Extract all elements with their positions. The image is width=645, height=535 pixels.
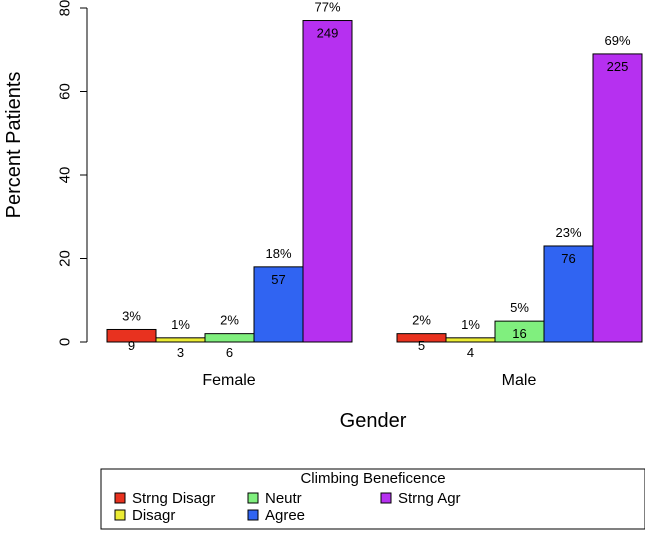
legend-swatch <box>380 492 392 504</box>
y-axis: 0 20 40 60 80 <box>56 0 88 346</box>
legend-label: Strng Disagr <box>132 490 215 507</box>
bar-count-label: 5 <box>418 338 425 353</box>
bar-percent-label: 1% <box>171 317 190 332</box>
bar-percent-label: 5% <box>510 300 529 315</box>
bar-agree-male <box>543 245 594 343</box>
bar-percent-label: 23% <box>555 225 581 240</box>
bar-disagr-female <box>155 337 206 343</box>
bar-percent-label: 2% <box>220 313 239 328</box>
legend-label: Agree <box>265 507 305 524</box>
bars <box>106 20 643 343</box>
bar-count-label: 6 <box>226 345 233 360</box>
bar-percent-label: 69% <box>604 33 630 48</box>
bar-percent-label: 2% <box>412 313 431 328</box>
bar-count-label: 4 <box>467 345 474 360</box>
bar-count-label: 76 <box>561 251 575 266</box>
bar-strng-disagr-female <box>106 328 157 343</box>
bar-count-label: 57 <box>271 272 285 287</box>
bar-agree-female <box>253 266 304 343</box>
y-tick-label: 40 <box>56 167 73 184</box>
legend-box <box>100 468 645 530</box>
x-category-label: Female <box>202 372 255 389</box>
bar-percent-label: 77% <box>314 0 340 15</box>
bar-neutr-female <box>204 333 255 343</box>
bar-labels: 3% 9 2% 5 1% 3 1% 4 2% 6 5% 16 18% 57 23% 76 77% 249 69% 22… <box>122 0 631 389</box>
bar-percent-label: 18% <box>265 246 291 261</box>
legend-label: Strng Agr <box>398 490 461 507</box>
legend-title: Climbing Beneficence <box>300 470 445 487</box>
bar-count-label: 249 <box>317 26 339 41</box>
bar-disagr-male <box>445 337 496 343</box>
legend-label: Disagr <box>132 507 175 524</box>
legend-swatch <box>247 492 259 504</box>
bar-strng-agr-female <box>302 20 353 343</box>
legend-swatch <box>247 509 259 521</box>
y-tick-label: 80 <box>56 0 73 16</box>
y-tick-label: 0 <box>56 338 73 346</box>
legend-swatch <box>114 492 126 504</box>
legend-label: Neutr <box>265 490 302 507</box>
legend-swatch <box>114 509 126 521</box>
bar-strng-agr-male <box>592 53 643 343</box>
y-tick-label: 60 <box>56 83 73 100</box>
bar-count-label: 9 <box>128 338 135 353</box>
bar-count-label: 225 <box>607 59 629 74</box>
bar-count-label: 3 <box>177 345 184 360</box>
bar-percent-label: 1% <box>461 317 480 332</box>
bar-count-label: 16 <box>512 326 526 341</box>
y-axis-title: Percent Patients <box>3 72 25 219</box>
x-axis-title: Gender <box>340 410 407 432</box>
y-tick-label: 20 <box>56 250 73 267</box>
bar-percent-label: 3% <box>122 308 141 323</box>
x-category-label: Male <box>502 372 537 389</box>
